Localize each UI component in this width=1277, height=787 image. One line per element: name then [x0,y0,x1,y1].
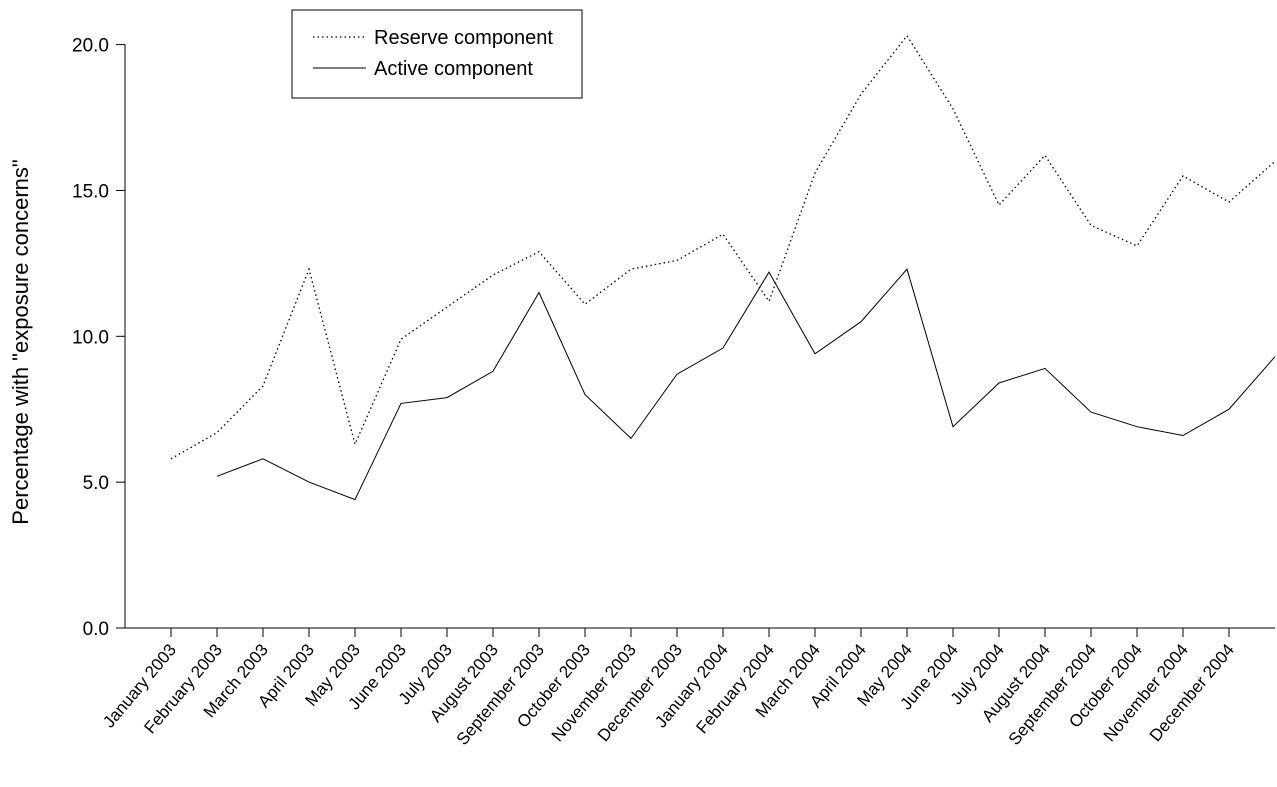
legend-box [291,9,583,99]
x-tick-label: December 2003 [594,640,686,745]
y-tick-label: 5.0 [83,473,109,494]
x-tick-label: December 2004 [1146,640,1238,745]
y-tick-label: 0.0 [83,619,109,640]
y-tick-label: 15.0 [72,181,109,202]
series-line-reserve [170,34,1276,460]
series-lines [170,34,1276,501]
x-tick-label: November 2004 [1100,640,1192,745]
y-tick-label: 10.0 [72,327,109,348]
axes [124,44,1275,629]
y-tick-label: 20.0 [72,36,109,57]
legend: Reserve component Active component [291,9,583,99]
y-axis-ticks: 0.0 5.0 10.0 15.0 20.0 [72,36,125,640]
x-tick-label: November 2003 [548,640,640,745]
legend-label-reserve: Reserve component [374,27,553,49]
legend-label-active: Active component [374,58,533,80]
series-line-active [216,268,1276,501]
y-axis-label: Percentage with "exposure concerns" [8,159,33,524]
